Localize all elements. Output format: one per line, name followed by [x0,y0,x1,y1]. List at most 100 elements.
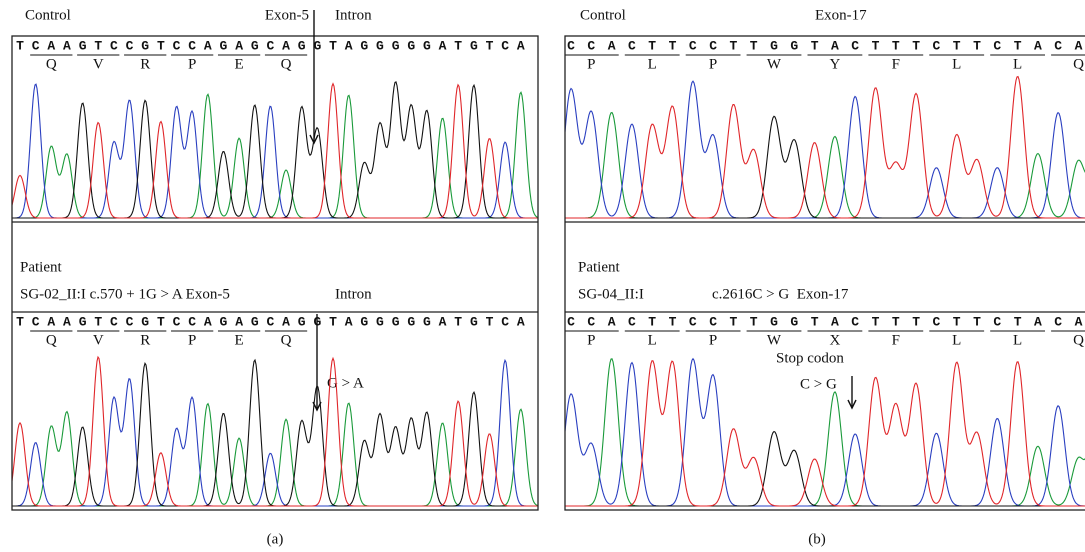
base-letter: A [63,38,71,53]
amino-acid: L [952,332,961,348]
amino-acid: L [952,56,961,72]
base-letter: T [892,38,900,53]
base-letter: T [912,314,920,329]
base-letter: T [157,314,165,329]
base-letter: A [235,314,243,329]
amino-acid: L [1013,332,1022,348]
base-letter: T [16,38,24,53]
base-letter: G [220,38,228,53]
base-letter: G [251,314,259,329]
base-letter: G [79,314,87,329]
base-letter: T [912,38,920,53]
base-letter: C [932,38,940,53]
base-letter: A [1034,38,1042,53]
amino-acid: F [892,56,900,72]
base-letter: A [1075,314,1083,329]
base-letter: C [126,314,134,329]
amino-acid: V [93,56,104,72]
base-letter: C [689,38,697,53]
base-letter: A [439,38,447,53]
base-letter: T [1014,314,1022,329]
section-title: Patient [578,259,620,275]
base-letter: T [157,38,165,53]
base-letter: C [851,314,859,329]
amino-acid: L [648,332,657,348]
annotation: Intron [335,286,372,302]
base-letter: A [608,38,616,53]
section-title: Patient [20,259,62,275]
base-letter: A [608,314,616,329]
base-letter: C [709,38,717,53]
base-letter: C [32,38,40,53]
base-letter: G [141,314,149,329]
base-letter: T [94,38,102,53]
base-letter: T [486,314,494,329]
base-letter: A [517,314,525,329]
base-letter: T [750,314,758,329]
base-letter: G [298,38,306,53]
base-letter: T [892,314,900,329]
trace [12,92,538,218]
base-letter: C [587,314,595,329]
base-letter: C [1054,314,1062,329]
annotation: Exon-17 [815,7,867,23]
amino-acid: Q [281,332,292,348]
base-letter: G [376,38,384,53]
base-letter: C [851,38,859,53]
section-title: Control [25,7,71,23]
base-letter: G [220,314,228,329]
amino-acid: F [892,332,900,348]
base-letter: C [993,314,1001,329]
base-letter: T [648,38,656,53]
base-letter: G [376,314,384,329]
amino-acid: P [188,332,196,348]
base-letter: G [360,38,368,53]
base-letter: T [729,314,737,329]
base-letter: C [567,38,575,53]
amino-acid: P [587,56,595,72]
amino-acid: Y [829,56,840,72]
trace [12,84,538,218]
base-letter: G [392,314,400,329]
base-letter: G [790,38,798,53]
base-letter: C [709,314,717,329]
trace [12,360,538,506]
base-letter: T [973,314,981,329]
base-letter: A [282,314,290,329]
panel-label: (a) [267,531,284,547]
base-letter: T [750,38,758,53]
base-letter: A [63,314,71,329]
base-letter: C [628,38,636,53]
base-letter: C [266,38,274,53]
base-letter: A [345,38,353,53]
base-letter: A [235,38,243,53]
base-letter: T [329,314,337,329]
panel: CCACTTCCTTGGTACTTTCTTCTACAAPLPWYFLLQCCAC… [564,38,1085,506]
base-letter: C [1054,38,1062,53]
section-title: Control [580,7,626,23]
base-letter: C [188,314,196,329]
base-letter: G [298,314,306,329]
base-letter: G [141,38,149,53]
base-letter: C [110,314,118,329]
base-letter: A [204,38,212,53]
base-letter: G [790,314,798,329]
amino-acid: P [587,332,595,348]
amino-acid: P [709,56,717,72]
base-letter: A [345,314,353,329]
base-letter: A [439,314,447,329]
amino-acid: Q [281,56,292,72]
base-letter: G [251,38,259,53]
base-letter: T [669,314,677,329]
base-letter: T [953,314,961,329]
base-letter: C [173,38,181,53]
base-letter: C [501,38,509,53]
panel-label: (b) [808,531,826,547]
amino-acid: W [767,332,782,348]
panel-frame [565,36,1085,510]
sample-label: SG-02_II:I c.570 + 1G > A Exon-5 [20,286,230,302]
amino-acid: P [188,56,196,72]
panel-frame [12,36,538,510]
base-letter: T [94,314,102,329]
base-letter: T [454,314,462,329]
